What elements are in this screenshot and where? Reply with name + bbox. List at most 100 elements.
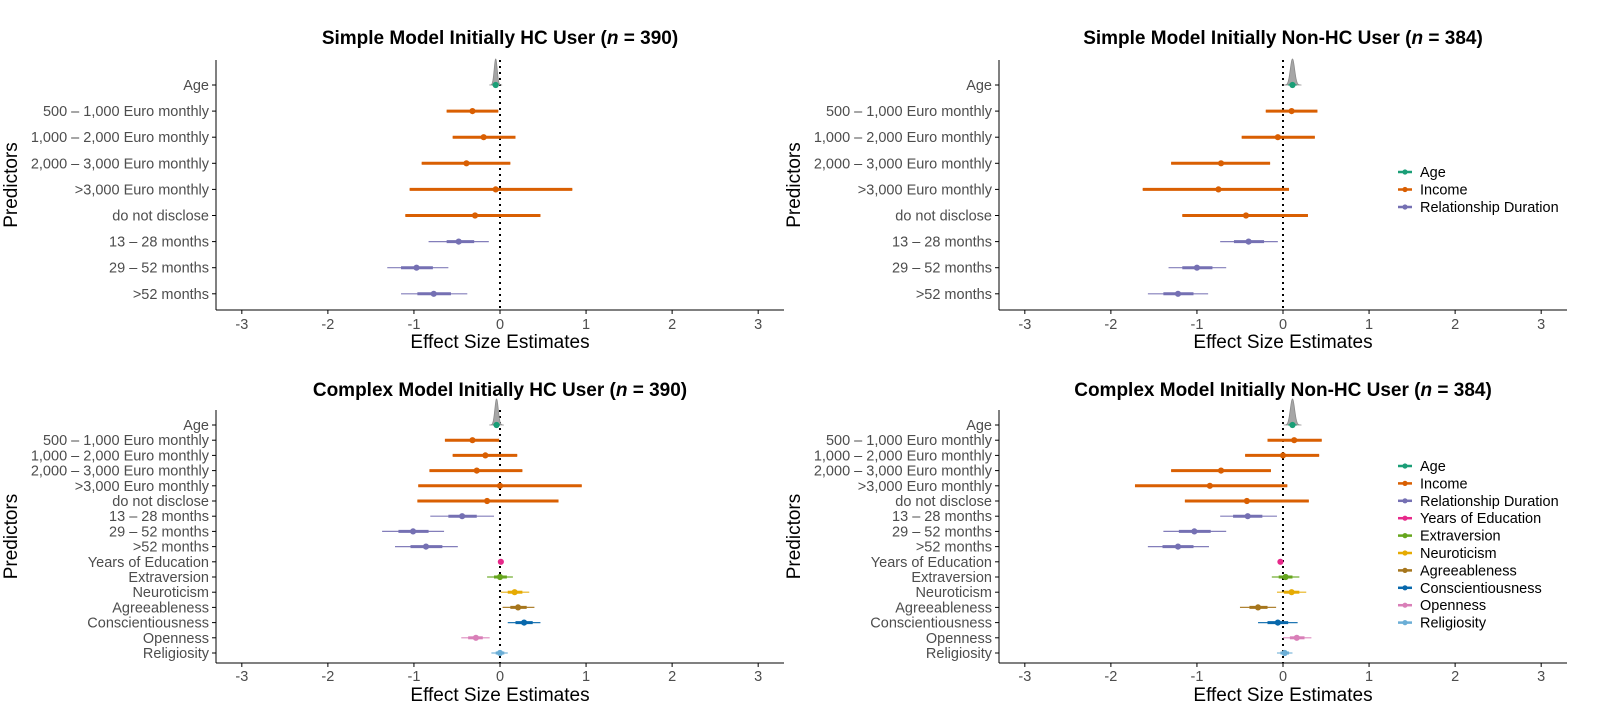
legend-label: Income <box>1420 183 1468 199</box>
y-tick-label: Years of Education <box>88 555 209 571</box>
legend-label: Age <box>1420 165 1446 181</box>
y-tick-label: >52 months <box>133 540 209 556</box>
y-tick-label: Age <box>966 418 992 434</box>
x-tick-label: 3 <box>1537 317 1545 333</box>
point-estimate <box>1274 619 1281 626</box>
y-tick-label: 500 – 1,000 Euro monthly <box>43 104 210 120</box>
y-tick-label: >3,000 Euro monthly <box>858 479 993 495</box>
x-axis-title: Effect Size Estimates <box>1193 685 1372 706</box>
legend-label: Openness <box>1420 598 1486 614</box>
panel-title-suffix: = 390) <box>618 28 678 49</box>
legend-label: Conscientiousness <box>1420 581 1542 597</box>
x-tick-label: 2 <box>1451 669 1459 685</box>
panel-2: Simple Model Initially Non-HC User (n = … <box>784 28 1567 353</box>
y-tick-label: >52 months <box>916 540 992 556</box>
point-estimate <box>430 290 437 297</box>
y-tick-label: 1,000 – 2,000 Euro monthly <box>31 130 210 146</box>
legend-key-point <box>1402 498 1408 504</box>
point-estimate <box>496 482 504 489</box>
x-tick-label: -3 <box>235 317 248 333</box>
x-tick-label: 0 <box>496 317 504 333</box>
point-estimate <box>455 238 462 245</box>
point-estimate <box>480 134 487 141</box>
y-tick-label: 13 – 28 months <box>892 509 992 525</box>
point-estimate <box>1282 573 1289 581</box>
point-estimate <box>409 528 417 535</box>
point-estimate <box>1289 421 1296 429</box>
panel-title-suffix: = 384) <box>1432 380 1492 401</box>
y-tick-label: 29 – 52 months <box>109 261 209 277</box>
y-axis-title: Predictors <box>784 494 805 580</box>
panel-title: Simple Model Initially Non-HC User (n = … <box>1083 28 1483 49</box>
point-estimate <box>1191 528 1198 535</box>
panel-title-prefix: Complex Model Initially Non-HC User ( <box>1074 380 1421 401</box>
point-estimate <box>497 558 504 565</box>
point-estimate <box>469 437 476 444</box>
panel-title-suffix: = 384) <box>1423 28 1483 49</box>
panel-title-prefix: Simple Model Initially HC User ( <box>322 28 608 49</box>
legend-key-point <box>1402 550 1408 556</box>
legend-key-point <box>1402 186 1408 193</box>
legend-label: Agreeableness <box>1420 563 1517 579</box>
y-tick-label: >3,000 Euro monthly <box>75 479 210 495</box>
point-estimate <box>1244 513 1251 520</box>
x-tick-label: -3 <box>1018 669 1031 685</box>
y-tick-label: 2,000 – 3,000 Euro monthly <box>31 464 210 480</box>
panel-title-n: n <box>607 28 619 49</box>
y-tick-label: Religiosity <box>926 646 993 662</box>
panel-title: Complex Model Initially HC User (n = 390… <box>313 380 687 401</box>
legend-key-point <box>1402 620 1408 626</box>
point-estimate <box>1288 589 1295 596</box>
panel-title-prefix: Complex Model Initially HC User ( <box>313 380 617 401</box>
x-tick-label: 2 <box>668 669 676 685</box>
y-tick-label: do not disclose <box>112 209 209 225</box>
y-tick-label: Conscientiousness <box>870 616 992 632</box>
y-tick-label: 500 – 1,000 Euro monthly <box>826 104 993 120</box>
point-estimate <box>493 421 500 429</box>
x-tick-label: 3 <box>1537 669 1545 685</box>
point-estimate <box>1245 238 1252 245</box>
y-tick-label: Age <box>183 78 209 94</box>
point-estimate <box>514 604 522 611</box>
x-tick-label: -1 <box>407 317 420 333</box>
y-tick-label: 29 – 52 months <box>892 524 992 540</box>
y-tick-label: Age <box>966 78 992 94</box>
panel-1: Simple Model Initially HC User (n = 390)… <box>1 28 784 353</box>
y-axis-title: Predictors <box>1 494 22 580</box>
x-tick-label: -2 <box>321 317 334 333</box>
panel-title-n: n <box>616 380 628 401</box>
y-tick-label: Age <box>183 418 209 434</box>
y-tick-label: do not disclose <box>895 209 992 225</box>
x-tick-label: -2 <box>1104 669 1117 685</box>
x-tick-label: 1 <box>1365 669 1373 685</box>
point-estimate <box>473 467 480 474</box>
posterior-density <box>489 398 504 426</box>
x-tick-label: -3 <box>235 669 248 685</box>
y-tick-label: Extraversion <box>128 570 209 586</box>
legend-key-point <box>1402 602 1408 608</box>
panel-4: Complex Model Initially Non-HC User (n =… <box>784 380 1567 706</box>
y-tick-label: do not disclose <box>112 494 209 510</box>
panel-title: Simple Model Initially HC User (n = 390) <box>322 28 678 49</box>
legend-label: Relationship Duration <box>1420 200 1559 216</box>
y-tick-label: Religiosity <box>143 646 210 662</box>
x-tick-label: -2 <box>1104 317 1117 333</box>
panel-title-prefix: Simple Model Initially Non-HC User ( <box>1083 28 1412 49</box>
panel-title-suffix: = 390) <box>627 380 687 401</box>
legend-label: Extraversion <box>1420 529 1501 545</box>
legend-label: Religiosity <box>1420 616 1487 632</box>
point-estimate <box>413 264 420 271</box>
y-tick-label: 500 – 1,000 Euro monthly <box>43 433 210 449</box>
legend-label: Years of Education <box>1420 511 1541 527</box>
y-tick-label: 2,000 – 3,000 Euro monthly <box>31 156 210 172</box>
panel-3: Complex Model Initially HC User (n = 390… <box>1 380 784 706</box>
point-estimate <box>1254 604 1262 611</box>
y-tick-label: 13 – 28 months <box>109 509 209 525</box>
y-tick-label: 13 – 28 months <box>109 235 209 251</box>
legend-key-point <box>1402 533 1408 539</box>
x-tick-label: 1 <box>1365 317 1373 333</box>
y-tick-label: 29 – 52 months <box>892 261 992 277</box>
point-estimate <box>1215 186 1222 193</box>
